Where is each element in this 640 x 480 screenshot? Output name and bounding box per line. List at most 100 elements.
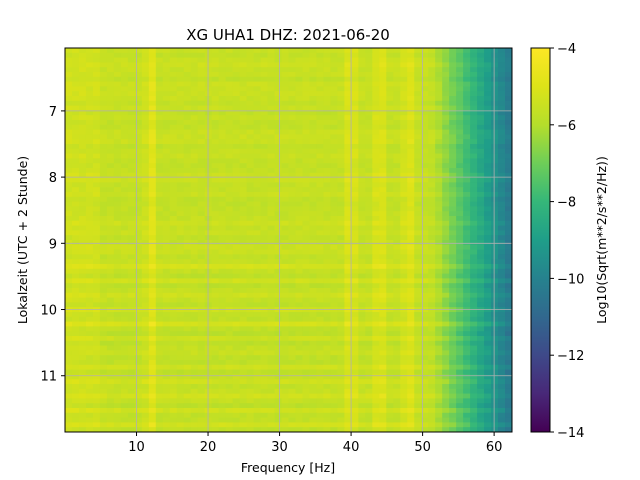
heatmap-cell xyxy=(295,177,304,183)
heatmap-cell xyxy=(253,417,262,423)
heatmap-cell xyxy=(120,57,129,63)
heatmap-cell xyxy=(134,196,143,203)
heatmap-cell xyxy=(407,163,415,169)
heatmap-cell xyxy=(288,321,297,327)
heatmap-cell xyxy=(65,273,73,279)
heatmap-cell xyxy=(421,326,429,332)
heatmap-cell xyxy=(71,388,80,395)
heatmap-cell xyxy=(449,355,457,361)
heatmap-cell xyxy=(358,254,366,260)
heatmap-cell xyxy=(274,388,283,395)
heatmap-cell xyxy=(323,288,331,294)
heatmap-cell xyxy=(204,67,213,73)
heatmap-cell xyxy=(267,220,276,227)
heatmap-cell xyxy=(65,172,73,179)
heatmap-cell xyxy=(65,144,73,150)
heatmap-cell xyxy=(71,134,80,140)
heatmap-cell xyxy=(134,100,143,107)
heatmap-cell xyxy=(456,235,464,241)
heatmap-cell xyxy=(92,259,101,265)
heatmap-cell xyxy=(288,158,297,164)
heatmap-cell xyxy=(463,268,471,275)
heatmap-cell xyxy=(260,412,269,419)
heatmap-cell xyxy=(218,225,227,231)
heatmap-cell xyxy=(498,211,506,217)
heatmap-cell xyxy=(330,288,338,294)
heatmap-cell xyxy=(260,110,269,116)
heatmap-cell xyxy=(65,403,73,409)
heatmap-cell xyxy=(456,398,464,404)
heatmap-cell xyxy=(386,321,394,327)
heatmap-cell xyxy=(477,153,485,159)
heatmap-cell xyxy=(421,91,429,97)
heatmap-cell xyxy=(309,196,318,203)
heatmap-cell xyxy=(372,81,380,87)
heatmap-cell xyxy=(218,134,227,140)
heatmap-cell xyxy=(162,388,171,395)
heatmap-cell xyxy=(316,177,325,183)
heatmap-cell xyxy=(484,393,492,399)
heatmap-cell xyxy=(337,96,345,102)
heatmap-cell xyxy=(379,259,387,265)
heatmap-cell xyxy=(330,163,338,169)
heatmap-cell xyxy=(113,268,122,275)
heatmap-cell xyxy=(400,158,408,164)
heatmap-cell xyxy=(316,364,325,371)
heatmap-cell xyxy=(169,124,178,131)
heatmap-cell xyxy=(190,144,199,150)
heatmap-cell xyxy=(295,211,304,217)
heatmap-cell xyxy=(435,340,443,347)
heatmap-cell xyxy=(106,177,115,183)
heatmap-cell xyxy=(323,268,331,275)
heatmap-cell xyxy=(169,278,178,284)
heatmap-cell xyxy=(267,211,276,217)
heatmap-cell xyxy=(225,100,234,107)
heatmap-cell xyxy=(400,384,408,390)
heatmap-cell xyxy=(92,100,101,107)
heatmap-cell xyxy=(78,249,87,255)
heatmap-cell xyxy=(330,168,338,174)
heatmap-cell xyxy=(456,388,464,395)
heatmap-cell xyxy=(162,292,171,299)
heatmap-cell xyxy=(393,187,401,193)
heatmap-cell xyxy=(295,120,304,126)
heatmap-cell xyxy=(246,206,255,212)
heatmap-cell xyxy=(260,326,269,332)
heatmap-cell xyxy=(414,86,422,92)
heatmap-cell xyxy=(372,240,380,246)
heatmap-cell xyxy=(463,105,471,111)
heatmap-cell xyxy=(211,403,220,409)
heatmap-cell xyxy=(141,288,150,294)
heatmap-cell xyxy=(232,124,241,131)
heatmap-cell xyxy=(484,144,492,150)
heatmap-cell xyxy=(239,326,248,332)
heatmap-cell xyxy=(183,211,192,217)
heatmap-cell xyxy=(358,100,366,107)
heatmap-cell xyxy=(449,417,457,423)
heatmap-cell xyxy=(337,206,345,212)
heatmap-cell xyxy=(288,201,297,207)
heatmap-cell xyxy=(225,345,234,351)
heatmap-cell xyxy=(281,254,290,260)
heatmap-cell xyxy=(491,398,499,404)
heatmap-cell xyxy=(470,196,478,203)
heatmap-cell xyxy=(211,350,220,356)
heatmap-cell xyxy=(169,192,178,198)
heatmap-cell xyxy=(71,422,80,428)
heatmap-cell xyxy=(155,120,164,126)
heatmap-cell xyxy=(78,292,87,299)
heatmap-cell xyxy=(85,168,94,174)
heatmap-cell xyxy=(288,302,297,308)
heatmap-cell xyxy=(295,96,304,102)
heatmap-cell xyxy=(393,91,401,97)
heatmap-cell xyxy=(176,240,185,246)
heatmap-cell xyxy=(309,312,318,318)
heatmap-cell xyxy=(470,264,478,270)
heatmap-cell xyxy=(260,206,269,212)
heatmap-cell xyxy=(477,398,485,404)
heatmap-cell xyxy=(309,326,318,332)
heatmap-cell xyxy=(225,379,234,385)
heatmap-cell xyxy=(295,297,304,303)
heatmap-cell xyxy=(120,393,129,399)
heatmap-cell xyxy=(253,273,262,279)
